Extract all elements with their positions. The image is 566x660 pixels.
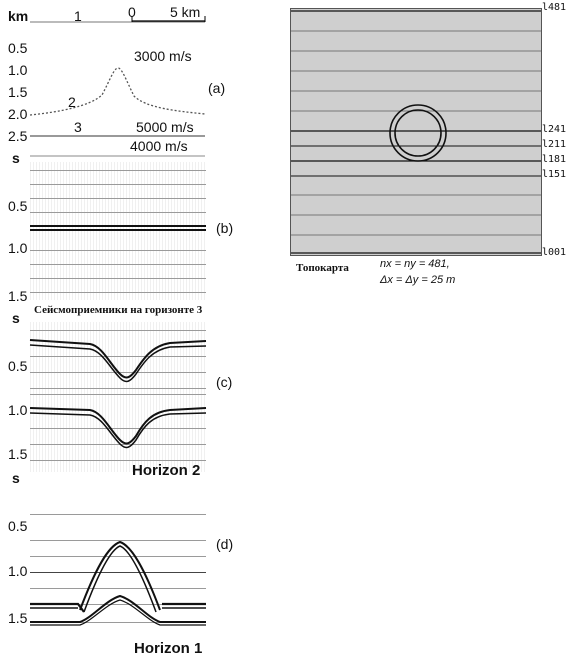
panel-c-tick-1-0: 1.0	[8, 402, 28, 418]
panel-b-tag: (b)	[216, 220, 234, 236]
panel-d-tag: (d)	[216, 536, 234, 552]
topo-line-l241: l241	[542, 124, 566, 135]
panel-c-caption: Horizon 2	[132, 462, 201, 479]
depth-tick-2-5: 2.5	[8, 128, 28, 144]
depth-unit-label: km	[8, 8, 29, 24]
depth-tick-1-0: 1.0	[8, 62, 28, 78]
panel-b-unit: s	[12, 150, 20, 166]
panel-b-caption: Сейсмоприемники на горизонте 3	[34, 304, 203, 316]
panel-d-gather	[30, 500, 206, 640]
panel-c-unit: s	[12, 310, 20, 326]
panel-d-caption: Horizon 1	[134, 640, 203, 657]
velocity-layer-1: 3000 m/s	[134, 48, 192, 64]
panel-b-reflector	[30, 225, 206, 231]
topo-line-l211: l211	[542, 139, 566, 150]
topomap-title: Топокарта	[296, 262, 349, 274]
panel-c-tick-1-5: 1.5	[8, 446, 28, 462]
horizon-number-3: 3	[74, 119, 82, 135]
panel-c-tick-0-5: 0.5	[8, 358, 28, 374]
panel-c-reflectors	[29, 339, 207, 449]
panel-d-tick-0-5: 0.5	[8, 518, 28, 534]
panel-d-reflectors	[30, 540, 206, 626]
panel-d-tick-1-0: 1.0	[8, 563, 28, 579]
topomap	[290, 8, 542, 256]
panel-b-tick-1-0: 1.0	[8, 240, 28, 256]
panel-a-drawing	[29, 16, 206, 157]
topomap-drawing	[291, 10, 541, 254]
depth-tick-0-5: 0.5	[8, 40, 28, 56]
panel-c-tag: (c)	[216, 374, 233, 390]
well-label-1: 1	[74, 8, 82, 24]
panel-d-tick-1-5: 1.5	[8, 610, 28, 626]
velocity-layer-2: 5000 m/s	[136, 119, 194, 135]
scale-5km-label: 5 km	[170, 4, 201, 20]
topomap-params-1: nx = ny = 481,	[380, 258, 450, 270]
topo-line-l001: l001	[542, 247, 566, 258]
depth-tick-1-5: 1.5	[8, 84, 28, 100]
panel-a-tag: (a)	[208, 80, 226, 96]
topo-line-l151: l151	[542, 169, 566, 180]
depth-tick-2-0: 2.0	[8, 106, 28, 122]
topo-line-l481: l481	[542, 2, 566, 13]
panel-b-tick-0-5: 0.5	[8, 198, 28, 214]
velocity-layer-3: 4000 m/s	[130, 138, 188, 154]
horizon-number-2: 2	[68, 94, 76, 110]
topomap-params-2: Δx = Δy = 25 m	[380, 274, 456, 286]
topo-line-l181: l181	[542, 154, 566, 165]
panel-b-tick-1-5: 1.5	[8, 288, 28, 304]
panel-d-unit: s	[12, 470, 20, 486]
scale-zero-label: 0	[128, 4, 136, 20]
